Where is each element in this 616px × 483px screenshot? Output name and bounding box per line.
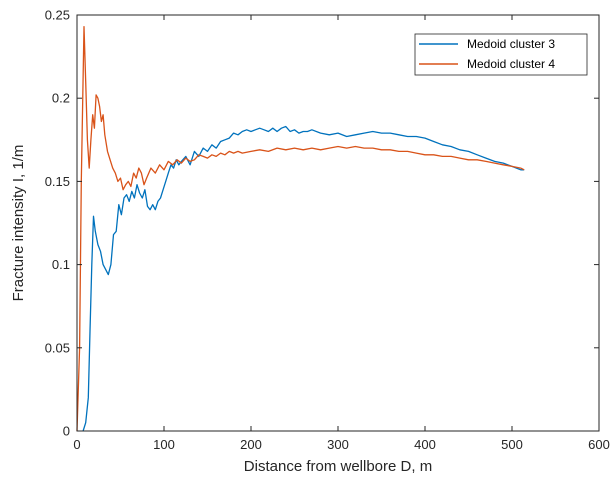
series-layer (76, 25, 525, 432)
legend-label-medoid-cluster-3: Medoid cluster 3 (467, 37, 555, 51)
x-tick-label: 600 (588, 437, 610, 452)
y-tick-label: 0 (63, 424, 70, 439)
legend-label-medoid-cluster-4: Medoid cluster 4 (467, 57, 555, 71)
x-tick-label: 400 (414, 437, 436, 452)
ticks-layer: 0 100 200 300 400 500 600 0 0.05 0.1 0.15 0.2 0.25 (45, 8, 610, 453)
y-tick-label: 0.1 (52, 257, 70, 272)
series-line-medoid-cluster-3 (82, 125, 525, 432)
x-tick-label: 100 (153, 437, 175, 452)
legend-box (414, 33, 588, 76)
x-tick-label: 200 (240, 437, 262, 452)
x-tick-label: 0 (73, 437, 80, 452)
y-tick-label: 0.15 (45, 174, 70, 189)
y-tick-label: 0.2 (52, 91, 70, 106)
x-axis-title: Distance from wellbore D, m (244, 458, 432, 475)
y-tick-label: 0.25 (45, 8, 70, 23)
plot-area (77, 15, 599, 431)
y-tick-label: 0.05 (45, 340, 70, 355)
series-line-medoid-cluster-4 (76, 25, 525, 432)
x-tick-label: 300 (327, 437, 349, 452)
y-axis-title: Fracture intensity I, 1/m (10, 145, 27, 302)
legend: Medoid cluster 3 Medoid cluster 4 (414, 33, 588, 76)
x-tick-label: 500 (501, 437, 523, 452)
